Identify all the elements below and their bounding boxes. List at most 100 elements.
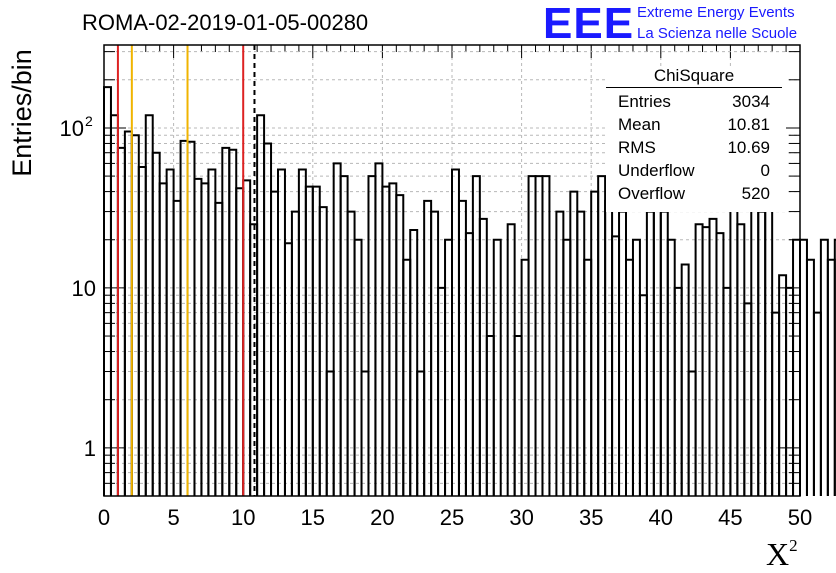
histogram-bin bbox=[569, 190, 579, 496]
histogram-bin bbox=[235, 187, 245, 496]
x-axis-label-base: X bbox=[766, 536, 790, 572]
histogram-bin bbox=[492, 238, 502, 496]
y-axis-label: Entries/bin bbox=[7, 49, 37, 177]
histogram-bin bbox=[555, 210, 565, 496]
histogram-bin bbox=[374, 162, 384, 496]
histogram-bin bbox=[144, 114, 154, 496]
histogram-bin bbox=[290, 210, 300, 496]
histogram-bin bbox=[659, 210, 669, 496]
histogram-bin bbox=[214, 201, 224, 496]
histogram-bin bbox=[464, 232, 474, 496]
stats-row-overflow: Overflow 520 bbox=[606, 182, 782, 205]
histogram-bin bbox=[785, 286, 795, 496]
y-tick-label: 1 bbox=[84, 436, 96, 461]
x-tick-label: 25 bbox=[440, 505, 464, 530]
histogram-bin bbox=[416, 370, 426, 496]
histogram-bin bbox=[388, 182, 398, 496]
histogram-bin bbox=[792, 238, 801, 496]
histogram-bin bbox=[638, 294, 648, 496]
stats-box: ChiSquare Entries 3034 Mean 10.81 RMS 10.69… bbox=[606, 66, 782, 205]
stats-label: Overflow bbox=[618, 184, 686, 203]
histogram-bin bbox=[687, 370, 697, 496]
histogram-bin bbox=[263, 142, 273, 496]
histogram-bin bbox=[611, 235, 621, 496]
histogram-bin bbox=[590, 190, 600, 496]
stats-box-bg bbox=[606, 66, 786, 212]
x-tick-label: 0 bbox=[98, 505, 110, 530]
stats-label: Entries bbox=[618, 92, 671, 111]
histogram-bin bbox=[631, 238, 641, 496]
histogram-bin bbox=[541, 175, 551, 496]
stats-title: ChiSquare bbox=[606, 66, 782, 88]
histogram-bin bbox=[618, 210, 627, 496]
histogram-bin bbox=[812, 311, 822, 496]
x-tick-label: 50 bbox=[788, 505, 812, 530]
histogram-bin bbox=[283, 242, 293, 496]
histogram-bin bbox=[833, 238, 836, 496]
histogram-bin bbox=[332, 162, 342, 496]
histogram-bin bbox=[819, 238, 829, 496]
histogram-bin bbox=[165, 168, 175, 496]
histogram-bin bbox=[103, 86, 112, 496]
x-tick-label: 10 bbox=[231, 505, 255, 530]
histogram-bin bbox=[430, 210, 440, 496]
histogram-bin bbox=[444, 238, 453, 496]
histogram-bin bbox=[346, 210, 356, 496]
histogram-bin bbox=[130, 134, 140, 496]
histogram-bin bbox=[513, 335, 523, 496]
stats-value: 3034 bbox=[732, 92, 770, 111]
x-tick-label: 35 bbox=[579, 505, 603, 530]
histogram-bin bbox=[158, 182, 168, 496]
histogram-bin bbox=[805, 258, 815, 496]
stats-row-underflow: Underflow 0 bbox=[606, 159, 782, 182]
chart-title: ROMA-02-2019-01-05-00280 bbox=[82, 10, 369, 35]
x-axis-label-exponent: 2 bbox=[789, 536, 798, 555]
x-tick-label: 15 bbox=[301, 505, 325, 530]
histogram-bin bbox=[270, 190, 279, 496]
histogram-bin bbox=[750, 190, 760, 496]
histogram-bin bbox=[708, 217, 718, 496]
y-tick-label: 10 bbox=[60, 116, 84, 141]
stats-label: Mean bbox=[618, 115, 661, 134]
plot-frame bbox=[103, 44, 801, 497]
stats-row-mean: Mean 10.81 bbox=[606, 113, 782, 136]
histogram-bin bbox=[179, 139, 189, 496]
histogram-bin bbox=[562, 238, 572, 496]
histogram-bin bbox=[311, 185, 321, 496]
histogram-bin bbox=[409, 229, 419, 496]
histogram-bin bbox=[137, 165, 147, 496]
histogram-bin bbox=[277, 168, 286, 496]
histogram-bin bbox=[186, 140, 196, 496]
stats-value: 10.81 bbox=[727, 115, 770, 134]
histogram-bin bbox=[645, 210, 655, 496]
histogram-bin bbox=[304, 185, 314, 496]
y-tick-label: 10 bbox=[72, 276, 96, 301]
histogram-bin bbox=[123, 130, 133, 496]
histogram-bin bbox=[652, 199, 662, 496]
histogram-bin bbox=[221, 146, 231, 496]
x-tick-label: 40 bbox=[649, 505, 673, 530]
histogram-bin bbox=[451, 168, 460, 496]
histogram-bin bbox=[764, 190, 774, 496]
x-tick-label: 45 bbox=[718, 505, 742, 530]
x-axis-label: X2 bbox=[766, 536, 798, 573]
histogram-bin bbox=[478, 217, 488, 496]
histogram-bin bbox=[666, 238, 676, 496]
histogram-bin bbox=[673, 286, 683, 496]
histogram-bin bbox=[437, 286, 447, 496]
stats-value: 0 bbox=[760, 161, 770, 180]
histogram-bin bbox=[360, 370, 370, 496]
histogram-bin bbox=[771, 311, 781, 496]
histogram-bin bbox=[604, 199, 614, 496]
histogram-bin bbox=[395, 194, 405, 496]
histogram-bin bbox=[297, 168, 307, 496]
histogram-bin bbox=[116, 146, 126, 496]
stats-label: Underflow bbox=[618, 161, 695, 180]
x-tick-label: 20 bbox=[370, 505, 394, 530]
histogram-bin bbox=[485, 335, 495, 496]
y-tick-exponent: 2 bbox=[85, 113, 93, 129]
logo-line-2: La Scienza nelle Scuole bbox=[637, 25, 798, 42]
histogram-bin bbox=[729, 199, 739, 496]
histogram-bin bbox=[207, 168, 217, 496]
